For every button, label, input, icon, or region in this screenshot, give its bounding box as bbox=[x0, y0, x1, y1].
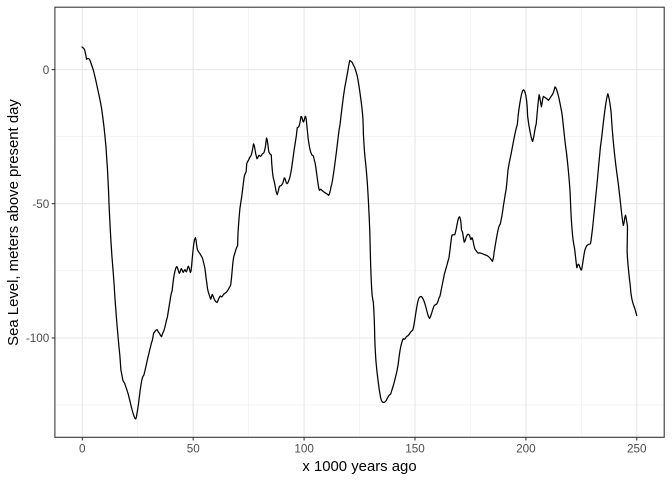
svg-text:Sea Level, meters above presen: Sea Level, meters above present day bbox=[6, 99, 22, 346]
svg-text:200: 200 bbox=[516, 443, 536, 456]
svg-text:0: 0 bbox=[79, 443, 86, 456]
svg-text:250: 250 bbox=[627, 443, 647, 456]
svg-text:150: 150 bbox=[405, 443, 425, 456]
svg-text:-100: -100 bbox=[26, 332, 50, 345]
svg-text:50: 50 bbox=[187, 443, 201, 456]
svg-text:0: 0 bbox=[43, 64, 50, 77]
svg-text:-50: -50 bbox=[32, 198, 49, 211]
svg-text:100: 100 bbox=[294, 443, 314, 456]
svg-text:x 1000 years ago: x 1000 years ago bbox=[302, 459, 416, 475]
